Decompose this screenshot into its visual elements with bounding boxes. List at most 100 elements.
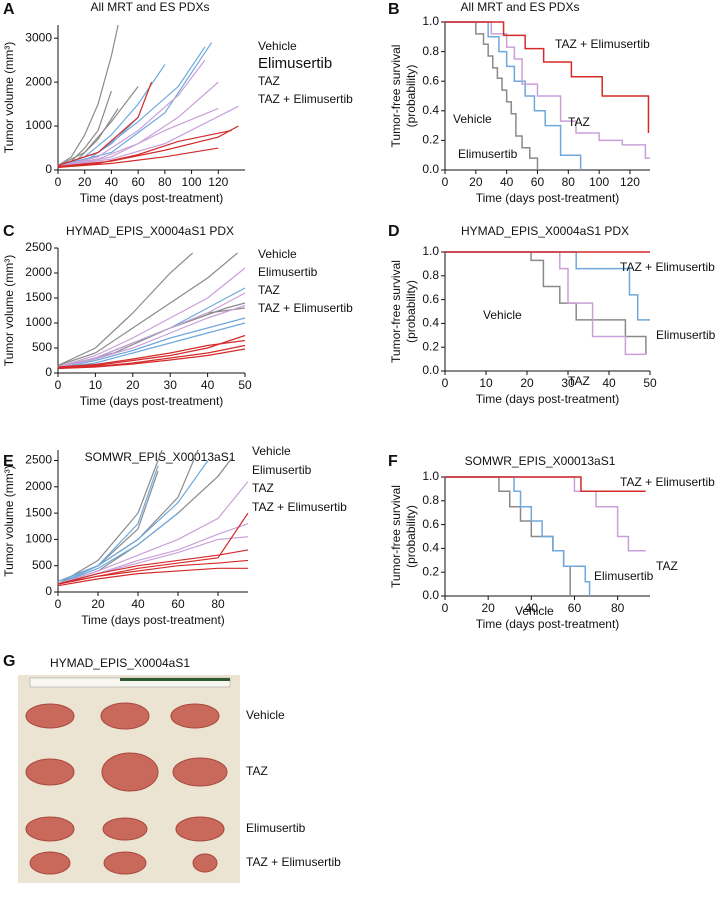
- growth-line: [57, 86, 139, 167]
- panel-letter: G: [3, 653, 15, 670]
- growth-line: [57, 334, 246, 369]
- panel-letter: C: [3, 223, 15, 240]
- curve-label: TAZ + Elimusertib: [555, 37, 650, 51]
- x-tick-label: 20: [78, 175, 92, 189]
- survival-curve: [445, 476, 591, 596]
- y-tick-label: 1000: [25, 118, 52, 132]
- legend-entry: TAZ: [258, 283, 280, 297]
- x-axis-label: Time (days post-treatment): [81, 613, 225, 627]
- x-tick-label: 60: [568, 601, 582, 615]
- panel-letter: F: [388, 453, 398, 470]
- growth-line: [57, 42, 213, 167]
- curve-label: TAZ: [568, 115, 590, 129]
- x-tick-label: 30: [561, 376, 575, 390]
- ruler-band: [120, 678, 230, 681]
- chart-panel: E SOMWR_EPIS_X00013aS1 0 20 40 60 80 0 500 1000 15…: [2, 444, 347, 627]
- growth-line: [57, 46, 206, 167]
- y-tick-label: 1.0: [422, 469, 439, 483]
- x-tick-label: 20: [520, 376, 534, 390]
- y-tick-label: 0.6: [422, 292, 439, 306]
- x-tick-label: 60: [131, 175, 145, 189]
- x-tick-label: 120: [208, 175, 228, 189]
- growth-line: [57, 481, 249, 585]
- y-tick-label: 0.8: [422, 493, 439, 507]
- panel-letter: B: [388, 1, 400, 18]
- x-tick-label: 40: [201, 378, 215, 392]
- y-axis-label: (probability): [404, 65, 418, 128]
- y-tick-label: 3000: [25, 30, 52, 44]
- chart-panel: F SOMWR_EPIS_X00013aS1 0 20 40 60 80 0.0 0.2 0.4 0…: [388, 453, 715, 631]
- x-tick-label: 100: [182, 175, 202, 189]
- y-tick-label: 0.6: [422, 73, 439, 87]
- growth-line: [57, 90, 112, 168]
- x-tick-label: 10: [89, 378, 103, 392]
- x-tick-label: 30: [164, 378, 178, 392]
- curve-label: Elimusertib: [594, 569, 654, 583]
- panel-letter: D: [388, 223, 400, 240]
- y-axis-label: Tumor-free survival: [389, 260, 403, 363]
- x-tick-label: 0: [442, 601, 449, 615]
- x-tick-label: 60: [531, 175, 545, 189]
- curve-label: Elimusertib: [458, 147, 518, 161]
- legend-entry: TAZ + Elimusertib: [258, 92, 353, 106]
- growth-line: [57, 567, 248, 587]
- x-tick-label: 0: [55, 175, 62, 189]
- x-tick-label: 120: [620, 175, 640, 189]
- y-tick-label: 0.0: [422, 588, 439, 602]
- growth-line: [57, 512, 179, 585]
- x-tick-label: 40: [525, 601, 539, 615]
- panel-letter: E: [3, 453, 14, 470]
- legend-entry: Vehicle: [258, 247, 297, 261]
- y-tick-label: 1.0: [422, 244, 439, 258]
- survival-curve: [445, 21, 650, 159]
- chart-panel: B All MRT and ES PDXs 0 20 40 60 80 100 120 0.0 0.…: [388, 0, 650, 205]
- y-tick-label: 0.0: [422, 162, 439, 176]
- tumors: [25, 702, 228, 875]
- legend-entry: Elimusertib: [258, 55, 332, 72]
- curve-label: TAZ + Elimusertib: [620, 260, 715, 274]
- growth-line: [57, 317, 246, 369]
- row-label: Vehicle: [246, 708, 285, 722]
- y-tick-label: 0: [45, 584, 52, 598]
- curve-label: TAZ + Elimusertib: [620, 475, 715, 489]
- growth-line: [57, 559, 249, 585]
- y-axis-label: Tumor volume (mm³): [2, 42, 16, 154]
- survival-curve: [445, 21, 539, 170]
- x-tick-label: 0: [55, 597, 62, 611]
- growth-line: [57, 348, 246, 370]
- chart-title: HYMAD_EPIS_X0004aS1 PDX: [66, 224, 234, 238]
- legend-entry: Elimusertib: [258, 265, 318, 279]
- growth-line: [57, 339, 246, 368]
- x-tick-label: 20: [91, 597, 105, 611]
- legend-entry: TAZ: [258, 74, 280, 88]
- x-tick-label: 80: [562, 175, 576, 189]
- curve-label: Vehicle: [453, 112, 492, 126]
- legend-entry: Elimusertib: [252, 463, 312, 477]
- chart-title: SOMWR_EPIS_X00013aS1: [85, 450, 236, 464]
- survival-curve: [445, 21, 650, 133]
- y-axis-label: Tumor-free survival: [389, 45, 403, 148]
- y-tick-label: 2500: [25, 240, 52, 254]
- legend-entry: Vehicle: [252, 444, 291, 458]
- legend-entry: TAZ + Elimusertib: [252, 500, 347, 514]
- growth-line: [57, 449, 199, 583]
- x-tick-label: 10: [479, 376, 493, 390]
- x-tick-label: 0: [55, 378, 62, 392]
- survival-curve: [445, 476, 646, 493]
- y-tick-label: 0.2: [422, 564, 439, 578]
- y-tick-label: 500: [32, 340, 52, 354]
- chart-title: All MRT and ES PDXs: [461, 0, 580, 14]
- y-axis-label: Tumor volume (mm³): [2, 255, 16, 367]
- curve-label: Elimusertib: [656, 328, 716, 342]
- growth-line: [57, 105, 239, 168]
- y-axis-label: (probability): [404, 280, 418, 343]
- y-tick-label: 1000: [25, 532, 52, 546]
- y-tick-label: 2000: [25, 479, 52, 493]
- growth-line: [57, 129, 232, 168]
- y-tick-label: 2000: [25, 265, 52, 279]
- y-tick-label: 0.2: [422, 339, 439, 353]
- y-tick-label: 1000: [25, 315, 52, 329]
- y-tick-label: 1500: [25, 505, 52, 519]
- growth-line: [57, 304, 246, 369]
- x-axis-label: Time (days post-treatment): [80, 394, 224, 408]
